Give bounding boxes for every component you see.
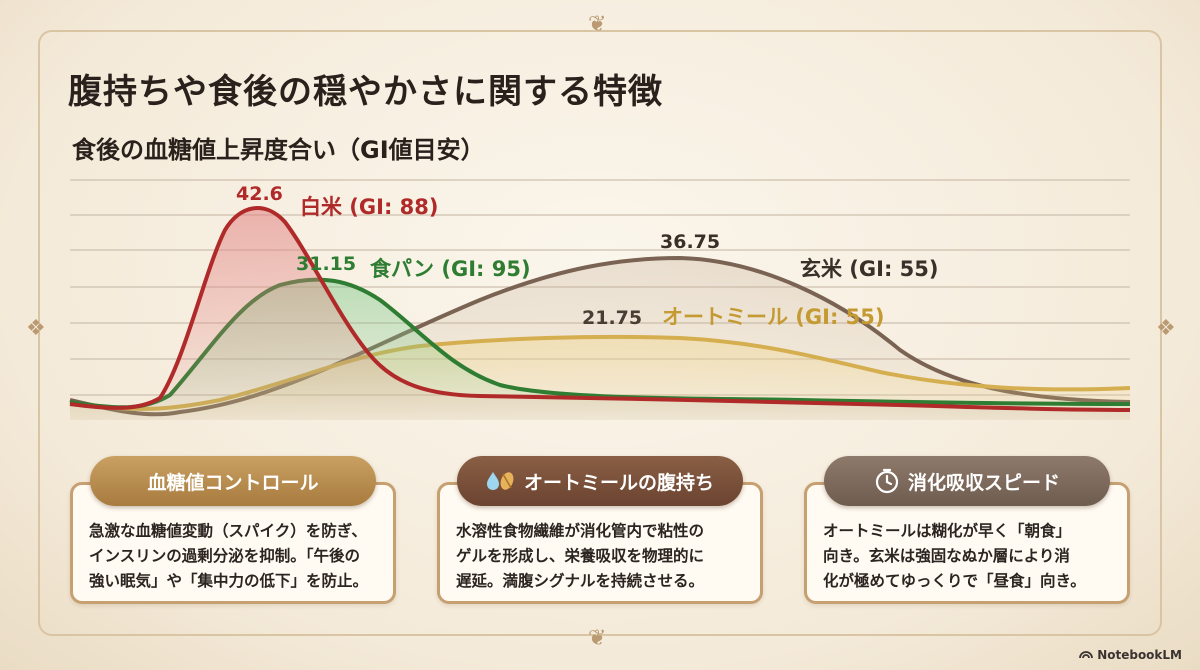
card-text: 水溶性食物繊維が消化管内で粘性の ゲルを形成し、栄養吸収を物理的に 遅延。満腹シ…: [456, 519, 746, 594]
page-title: 腹持ちや食後の穏やかさに関する特徴: [68, 72, 663, 112]
card-header-pill: 血糖値コントロール: [90, 456, 376, 506]
brown-rice-peak-label: 36.75: [660, 231, 720, 253]
chart-subtitle: 食後の血糖値上昇度合い（GI値目安）: [72, 136, 485, 164]
bread-peak-label: 31.15: [296, 253, 356, 275]
card-header-pill: 消化吸収スピード: [824, 456, 1110, 506]
oatmeal-series-label: オートミール (GI: 55): [662, 305, 885, 329]
card-digestion-speed: オートミールは糊化が早く「朝食」 向き。玄米は強固なぬか層により消 化が極めてゆ…: [804, 456, 1130, 604]
bread-series-label: 食パン (GI: 95): [370, 257, 531, 281]
white-rice-peak-label: 42.6: [236, 183, 283, 205]
card-text-line: ゲルを形成し、栄養吸収を物理的に: [456, 547, 705, 565]
card-text-line: 遅延。満腹シグナルを持続させる。: [456, 572, 705, 590]
card-text: オートミールは糊化が早く「朝食」 向き。玄米は強固なぬか層により消 化が極めてゆ…: [823, 519, 1113, 594]
notebooklm-watermark: NotebookLM: [1079, 647, 1182, 662]
card-text-line: オートミールは糊化が早く「朝食」: [823, 522, 1072, 540]
water-drop-grain-icon: [486, 469, 516, 493]
timer-icon: [874, 468, 900, 494]
white-rice-series-label: 白米 (GI: 88): [300, 195, 439, 219]
card-title: オートミールの腹持ち: [523, 471, 714, 494]
leaf-ornament-left-icon: ❖: [26, 316, 46, 341]
glycemic-curve-chart: 42.6 白米 (GI: 88) 31.15 食パン (GI: 95) 36.7…: [69, 179, 1131, 420]
card-title: 血糖値コントロール: [147, 471, 319, 494]
card-text-line: 強い眠気」や「集中力の低下」を防止。: [89, 572, 369, 590]
white-rice-area: [70, 208, 1130, 420]
leaf-ornament-bottom-icon: ❦: [588, 626, 607, 651]
leaf-ornament-top-icon: ❦: [588, 12, 607, 37]
card-text-line: インスリンの過剰分泌を抑制。「午後の: [89, 547, 360, 565]
card-title: 消化吸収スピード: [907, 471, 1060, 494]
card-blood-sugar-control: 急激な血糖値変動（スパイク）を防ぎ、 インスリンの過剰分泌を抑制。「午後の 強い…: [70, 456, 396, 604]
oatmeal-peak-label: 21.75: [582, 307, 642, 329]
leaf-ornament-right-icon: ❖: [1156, 316, 1176, 341]
card-text-line: 急激な血糖値変動（スパイク）を防ぎ、: [89, 522, 367, 540]
card-header-pill: オートミールの腹持ち: [457, 456, 743, 506]
card-text-line: 水溶性食物繊維が消化管内で粘性の: [456, 522, 705, 540]
notebooklm-logo-icon: [1079, 647, 1094, 662]
decorative-frame: [38, 30, 1162, 636]
white-rice-line: [69, 206, 1131, 412]
brown-rice-series-label: 玄米 (GI: 55): [800, 257, 939, 281]
watermark-text: NotebookLM: [1097, 647, 1182, 662]
card-text: 急激な血糖値変動（スパイク）を防ぎ、 インスリンの過剰分泌を抑制。「午後の 強い…: [89, 519, 379, 594]
card-text-line: 向き。玄米は強固なぬか層により消: [823, 547, 1070, 565]
card-oatmeal-satiety: 水溶性食物繊維が消化管内で粘性の ゲルを形成し、栄養吸収を物理的に 遅延。満腹シ…: [437, 456, 763, 604]
card-text-line: 化が極めてゆっくりで「昼食」向き。: [823, 572, 1086, 590]
